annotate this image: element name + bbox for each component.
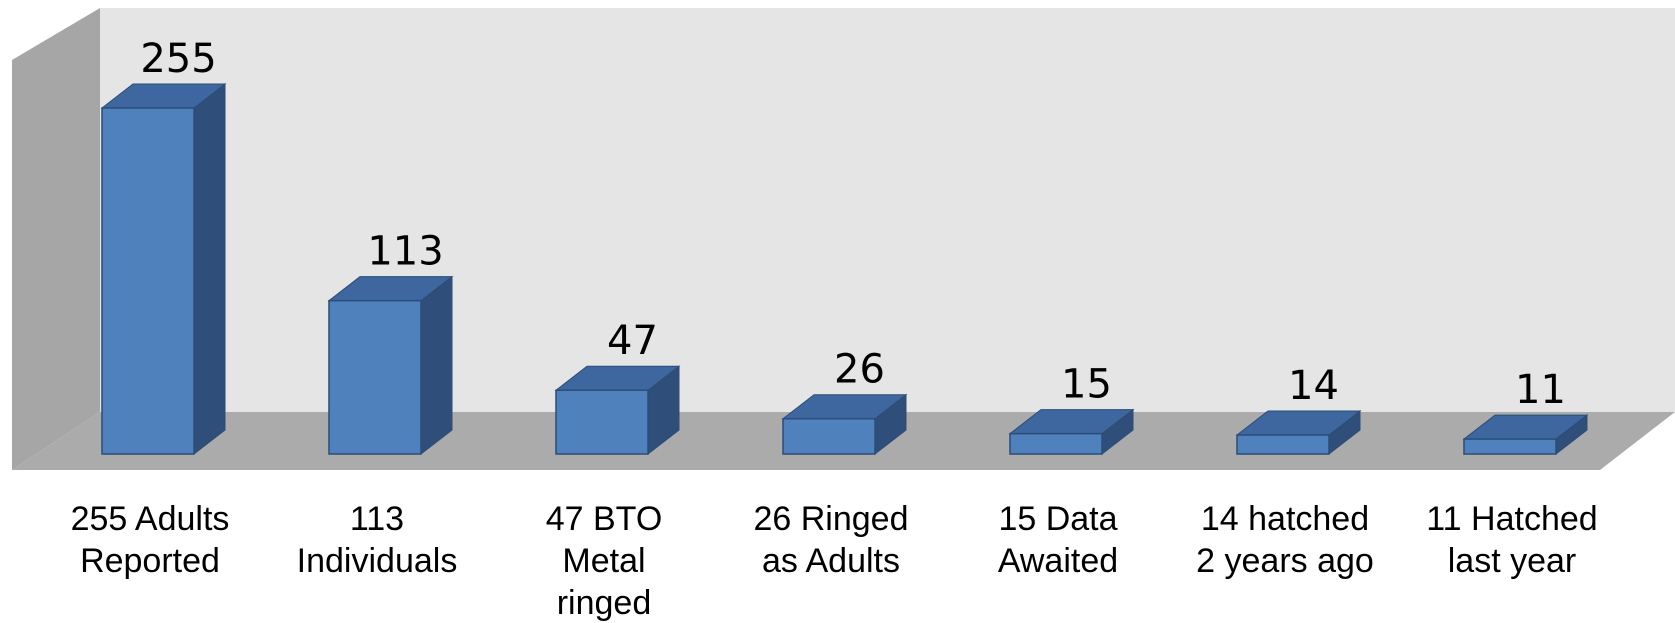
bar-front	[555, 389, 649, 455]
category-labels: 255 Adults Reported 113 Individuals 47 BTO Me…	[71, 500, 1598, 622]
category-label: 47 BTO Metal ringed	[546, 500, 663, 622]
bar-side	[420, 275, 453, 456]
category-label: 26 Ringed as Adults	[753, 500, 908, 580]
bar	[1235, 409, 1362, 456]
bar-front	[101, 107, 195, 455]
bar-front	[782, 417, 876, 455]
category-label: 15 Data Awaited	[998, 500, 1118, 580]
category-label: 11 Hatched last year	[1426, 500, 1597, 580]
bar	[1008, 408, 1135, 456]
bar-front	[1009, 432, 1103, 455]
category-label: 14 hatched 2 years ago	[1196, 500, 1374, 580]
data-label: 26	[834, 347, 885, 393]
bar-front	[1463, 438, 1557, 455]
data-label: 47	[607, 318, 658, 364]
data-label: 255	[140, 36, 216, 82]
bar-side	[193, 82, 226, 456]
side-wall	[12, 8, 100, 470]
bar-front	[328, 299, 422, 455]
category-label: 113 Individuals	[297, 500, 458, 580]
data-labels: 255 113 47 26 15 14 11	[140, 36, 1566, 413]
bar	[327, 275, 454, 456]
data-label: 113	[367, 229, 443, 275]
bars	[100, 82, 1589, 456]
bar	[781, 393, 908, 456]
data-label: 15	[1061, 362, 1112, 408]
category-label: 255 Adults Reported	[71, 500, 230, 580]
data-label: 11	[1515, 367, 1566, 413]
bar	[1462, 414, 1589, 456]
bar-front	[1236, 434, 1330, 455]
bar	[100, 82, 227, 456]
bar	[554, 365, 681, 456]
back-wall	[100, 8, 1675, 412]
data-label: 14	[1288, 363, 1339, 409]
